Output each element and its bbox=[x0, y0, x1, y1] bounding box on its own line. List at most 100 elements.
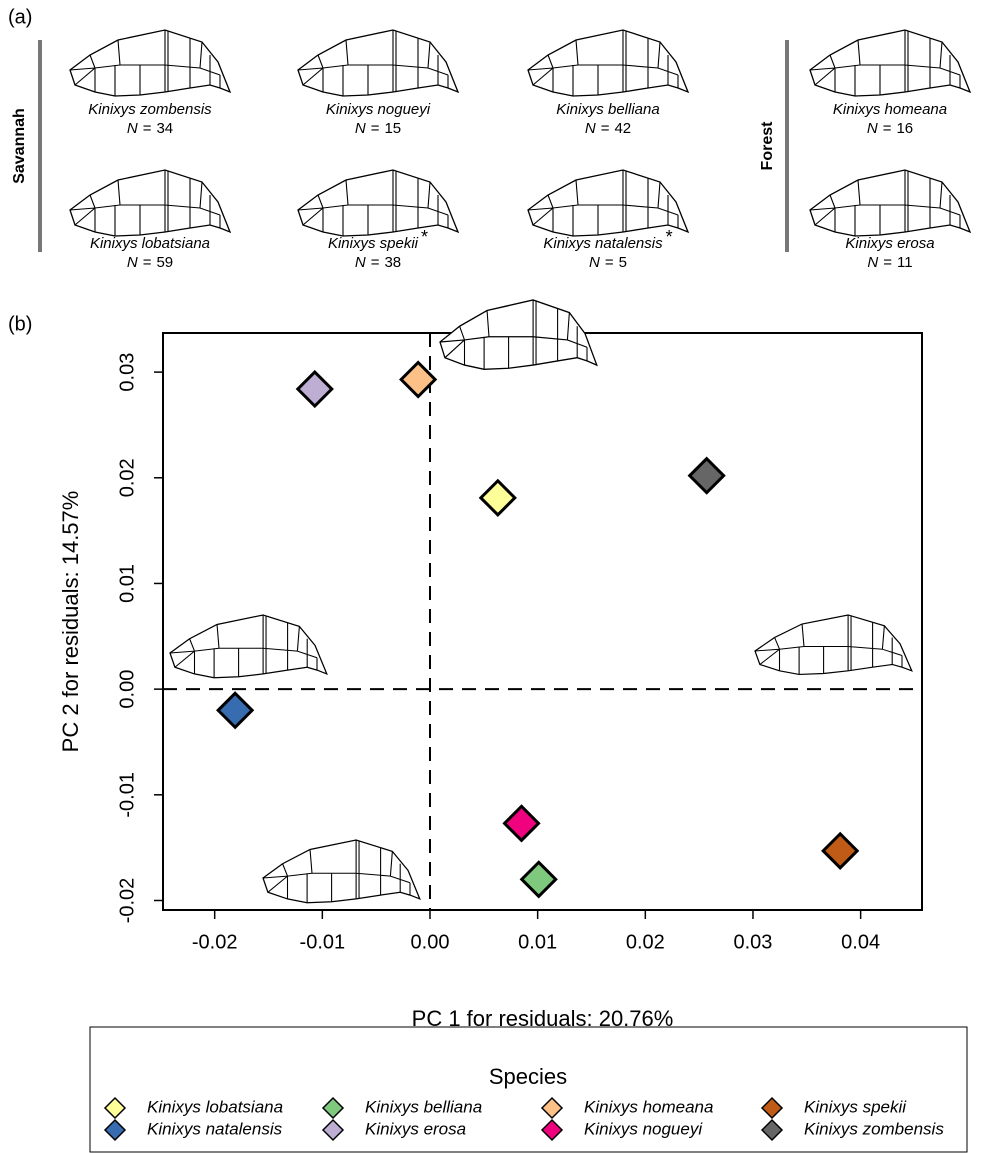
legend-label: Kinixys natalensis bbox=[147, 1119, 283, 1138]
legend-label: Kinixys lobatsiana bbox=[147, 1097, 283, 1116]
species-name: Kinixys belliana bbox=[556, 101, 659, 118]
sample-equals: = bbox=[143, 120, 152, 137]
shape-illustration bbox=[69, 29, 231, 97]
species-label: Kinixys zombensis bbox=[88, 101, 212, 118]
data-point bbox=[478, 478, 517, 517]
species-name: Kinixys nogueyi bbox=[326, 101, 431, 118]
x-tick-label: 0.00 bbox=[411, 931, 450, 953]
species-label: Kinixys erosa bbox=[845, 235, 934, 252]
data-point bbox=[216, 691, 255, 730]
sample-symbol: N bbox=[867, 120, 878, 137]
shape-illustration bbox=[527, 29, 689, 97]
x-tick-label: 0.01 bbox=[518, 931, 557, 953]
sample-value: 15 bbox=[384, 120, 401, 137]
y-tick-label: 0.00 bbox=[116, 670, 138, 709]
x-tick-label: 0.02 bbox=[626, 931, 665, 953]
data-point bbox=[399, 360, 438, 399]
sample-equals: = bbox=[883, 120, 892, 137]
species-label: Kinixys lobatsiana bbox=[90, 235, 210, 252]
legend-label: Kinixys nogueyi bbox=[584, 1119, 703, 1138]
legend-label: Kinixys spekii bbox=[804, 1097, 907, 1116]
sample-size: N = 42 bbox=[585, 120, 631, 137]
species-marker: * bbox=[666, 227, 673, 247]
sample-symbol: N bbox=[355, 120, 366, 137]
legend-label: Kinixys homeana bbox=[584, 1097, 713, 1116]
legend-marker bbox=[321, 1096, 345, 1120]
legend-label: Kinixys erosa bbox=[365, 1119, 466, 1138]
shape-illustration bbox=[297, 29, 459, 97]
legend-marker bbox=[760, 1096, 784, 1120]
panel-label: (b) bbox=[8, 313, 32, 335]
shape-illustration bbox=[297, 169, 459, 237]
legend-title: Species bbox=[489, 1064, 567, 1089]
sample-value: 38 bbox=[384, 254, 401, 271]
sample-value: 34 bbox=[156, 120, 173, 137]
species-label: Kinixys spekii * bbox=[328, 227, 428, 252]
sample-symbol: N bbox=[867, 254, 878, 271]
x-tick-label: -0.01 bbox=[300, 931, 346, 953]
sample-size: N = 15 bbox=[355, 120, 401, 137]
y-tick-label: -0.02 bbox=[116, 878, 138, 924]
sample-size: N = 5 bbox=[589, 254, 627, 271]
species-marker: * bbox=[421, 227, 428, 247]
group-label: Forest bbox=[759, 121, 776, 171]
species-name: Kinixys homeana bbox=[833, 101, 947, 118]
panel-label: (a) bbox=[8, 6, 32, 28]
sample-symbol: N bbox=[585, 120, 596, 137]
shape-illustration bbox=[439, 299, 598, 370]
x-axis-title: PC 1 for residuals: 20.76% bbox=[412, 1006, 674, 1031]
x-tick-label: 0.03 bbox=[734, 931, 773, 953]
sample-equals: = bbox=[601, 120, 610, 137]
legend-marker bbox=[760, 1118, 784, 1142]
data-point bbox=[295, 369, 334, 409]
species-label: Kinixys belliana bbox=[556, 101, 659, 118]
shape-illustration bbox=[527, 169, 689, 237]
sample-value: 16 bbox=[896, 120, 913, 137]
sample-size: N = 38 bbox=[355, 254, 401, 271]
x-tick-label: 0.04 bbox=[841, 931, 880, 953]
legend-marker bbox=[540, 1096, 564, 1120]
sample-symbol: N bbox=[127, 254, 138, 271]
shape-illustration bbox=[754, 614, 913, 676]
legend-label: Kinixys belliana bbox=[365, 1097, 482, 1116]
legend-label: Kinixys zombensis bbox=[804, 1119, 944, 1138]
y-tick-label: 0.02 bbox=[116, 458, 138, 497]
sample-equals: = bbox=[371, 120, 380, 137]
species-name: Kinixys zombensis bbox=[88, 101, 212, 118]
sample-equals: = bbox=[883, 254, 892, 271]
legend-marker bbox=[103, 1118, 127, 1142]
sample-value: 11 bbox=[897, 254, 913, 271]
species-label: Kinixys homeana bbox=[833, 101, 947, 118]
sample-size: N = 16 bbox=[867, 120, 913, 137]
sample-value: 5 bbox=[619, 254, 627, 271]
shape-illustration bbox=[69, 169, 231, 237]
y-tick-label: 0.03 bbox=[116, 353, 138, 392]
y-tick-label: -0.01 bbox=[116, 772, 138, 818]
species-name: Kinixys spekii bbox=[328, 235, 419, 252]
sample-symbol: N bbox=[355, 254, 366, 271]
legend-marker bbox=[321, 1118, 345, 1142]
species-name: Kinixys lobatsiana bbox=[90, 235, 210, 252]
legend-marker bbox=[103, 1096, 127, 1120]
sample-size: N = 34 bbox=[127, 120, 173, 137]
species-name: Kinixys natalensis bbox=[543, 235, 663, 252]
legend-box bbox=[89, 1026, 968, 1153]
group-label: Savannah bbox=[11, 108, 28, 184]
data-point bbox=[519, 860, 558, 899]
shape-illustration bbox=[169, 614, 328, 679]
data-point bbox=[502, 804, 541, 843]
species-label: Kinixys natalensis * bbox=[543, 227, 672, 252]
shape-illustration bbox=[262, 839, 421, 904]
sample-symbol: N bbox=[127, 120, 138, 137]
sample-equals: = bbox=[371, 254, 380, 271]
shape-illustration bbox=[809, 169, 971, 237]
y-tick-label: 0.01 bbox=[116, 564, 138, 603]
species-label: Kinixys nogueyi bbox=[326, 101, 431, 118]
sample-symbol: N bbox=[589, 254, 600, 271]
sample-size: N = 11 bbox=[867, 254, 912, 271]
species-name: Kinixys erosa bbox=[845, 235, 934, 252]
shape-illustration bbox=[809, 29, 971, 97]
data-point bbox=[821, 831, 860, 870]
data-point bbox=[687, 456, 726, 495]
